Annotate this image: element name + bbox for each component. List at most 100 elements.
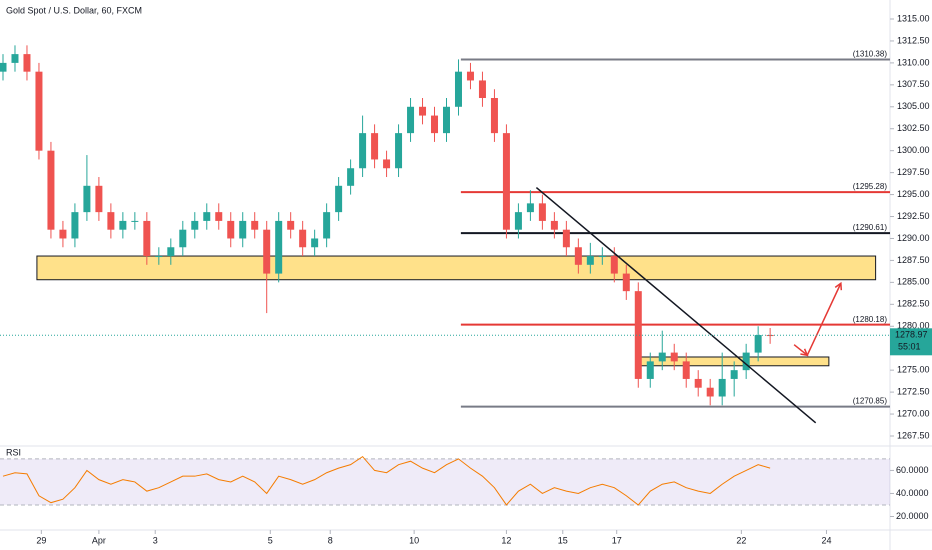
candle-body [454,71,462,107]
forecast-arrow [793,282,842,357]
y-tick-label: 1307.50 [897,79,930,89]
candle-body [191,220,199,230]
candle-body [622,273,630,292]
candle-body [119,220,127,230]
candle-body [514,212,522,230]
trend-line [535,186,817,424]
candle-body [83,185,91,213]
candle-body [287,220,295,230]
rsi-line [2,455,771,506]
candle-body [35,71,43,151]
y-tick-label: 1305.00 [897,101,930,111]
candle-body [251,220,259,230]
y-tick-label: 1280.00 [897,321,930,331]
candle-body [431,115,439,134]
candle-body [71,212,79,239]
x-tick-label: 5 [268,535,273,545]
candle-body [478,80,486,99]
candle-body [466,71,474,81]
last-price-box [890,328,932,356]
candle-body [407,106,415,134]
candle-body [167,247,175,257]
candle-body [658,352,666,362]
candle-body [670,352,678,362]
candle-body [347,168,355,186]
y-tick-label: 1292.50 [897,211,930,221]
candle-body [179,229,187,248]
x-tick-label: 17 [612,535,622,545]
candle-body [215,212,223,221]
candle-body [239,220,247,239]
level-label: (1295.28) [853,182,888,191]
candle-body [502,133,510,230]
candle-body [299,229,307,248]
rsi-tick-label: 40.0000 [896,488,929,498]
chart-title: Gold Spot / U.S. Dollar, 60, FXCM [6,5,142,15]
x-tick-label: 8 [328,535,333,545]
candle-body [634,291,642,379]
level-label: (1310.38) [853,50,888,59]
candle-body [395,133,403,169]
candle-body [227,220,235,239]
candle-body [754,335,762,353]
candle-body [107,212,115,230]
candle-body [574,247,582,265]
candle-body [718,378,726,397]
y-tick-label: 1315.00 [897,13,930,23]
candle-body [694,378,702,388]
candle-body [59,229,67,239]
x-tick-label: 24 [821,535,831,545]
candle-body [323,212,331,239]
candle-body [538,203,546,221]
candle-body [419,106,427,116]
candle-body [359,133,367,169]
level-label: (1280.18) [853,315,888,324]
candle-body [682,361,690,379]
candle-body [11,54,19,63]
y-tick-label: 1267.50 [897,430,930,440]
candle-body [311,238,319,248]
x-tick-label: 3 [153,535,158,545]
candle-body [766,335,774,337]
y-tick-label: 1295.00 [897,189,930,199]
candle-body [730,370,738,379]
countdown-label: 55:01 [898,342,921,352]
candle-body [131,220,139,222]
y-tick-label: 1310.00 [897,57,930,67]
x-tick-label: 29 [36,535,46,545]
candle-body [203,212,211,221]
candle-body [95,185,103,213]
support-zone [36,255,877,281]
candle-body [275,220,283,274]
candle-body [143,220,151,257]
candle-body [335,185,343,213]
y-tick-label: 1302.50 [897,123,930,133]
y-tick-label: 1275.00 [897,365,930,375]
candle-body [490,98,498,134]
candle-body [706,387,714,397]
rsi-band [0,458,890,505]
level-label: (1270.85) [853,397,888,406]
candle-body [550,220,558,230]
candle-body [371,133,379,160]
y-tick-label: 1312.50 [897,35,930,45]
arrow-head [800,348,809,357]
y-tick-label: 1272.50 [897,386,930,396]
x-tick-label: 22 [736,535,746,545]
y-tick-label: 1297.50 [897,167,930,177]
candle-body [383,159,391,169]
candle-body [742,352,750,371]
x-tick-label: 15 [558,535,568,545]
rsi-label: RSI [6,447,21,457]
candle-body [562,229,570,248]
last-price-label: 1278.97 [895,330,928,340]
candle-body [47,150,55,230]
candle-body [155,256,163,258]
y-tick-label: 1300.00 [897,145,930,155]
rsi-tick-label: 60.0000 [896,465,929,475]
candle-body [598,256,606,258]
y-tick-label: 1282.50 [897,299,930,309]
y-tick-label: 1285.00 [897,277,930,287]
rsi-tick-label: 20.0000 [896,511,929,521]
